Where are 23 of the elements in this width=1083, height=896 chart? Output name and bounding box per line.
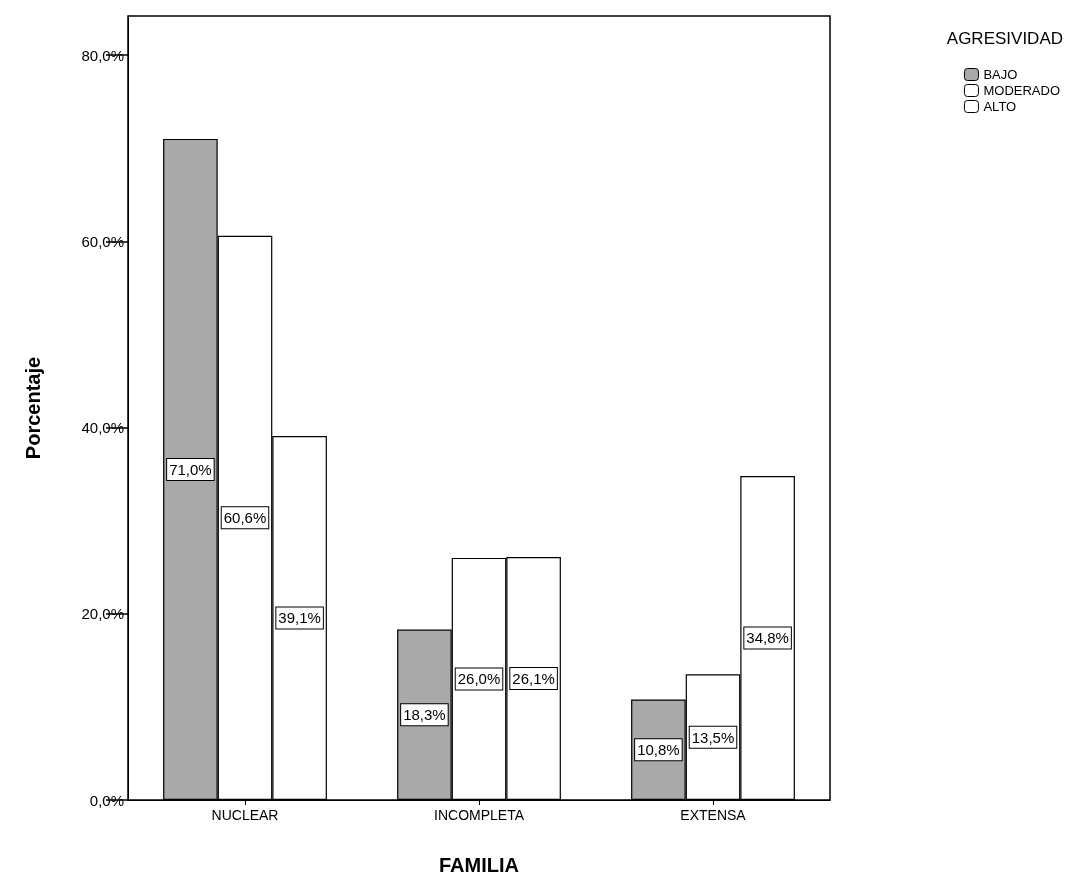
- data-label: 71,0%: [169, 460, 212, 478]
- data-label: 26,1%: [512, 669, 555, 687]
- data-label: 39,1%: [278, 609, 321, 627]
- y-tick-label: 0,0%: [89, 791, 124, 809]
- data-label: 10,8%: [637, 741, 680, 759]
- legend-label: MODERADO: [983, 83, 1060, 98]
- x-tick-label: NUCLEAR: [211, 807, 279, 823]
- data-label: 26,0%: [457, 670, 501, 688]
- data-label: 13,5%: [691, 728, 735, 746]
- legend-label: ALTO: [983, 99, 1017, 114]
- legend-label: BAJO: [983, 67, 1018, 82]
- data-label: 60,6%: [223, 509, 267, 527]
- y-axis-title: Porcentaje: [22, 356, 44, 460]
- y-tick-label: 40,0%: [81, 419, 124, 437]
- x-axis-title: FAMILIA: [439, 854, 519, 876]
- legend-title: AGRESIVIDAD: [946, 29, 1064, 48]
- y-tick-label: 60,0%: [81, 232, 124, 250]
- x-tick-label: INCOMPLETA: [434, 807, 525, 823]
- x-tick-label: EXTENSA: [680, 807, 747, 823]
- y-tick-label: 20,0%: [81, 605, 124, 623]
- data-label: 34,8%: [746, 629, 789, 647]
- y-tick-label: 80,0%: [81, 46, 124, 64]
- data-label: 18,3%: [403, 706, 446, 724]
